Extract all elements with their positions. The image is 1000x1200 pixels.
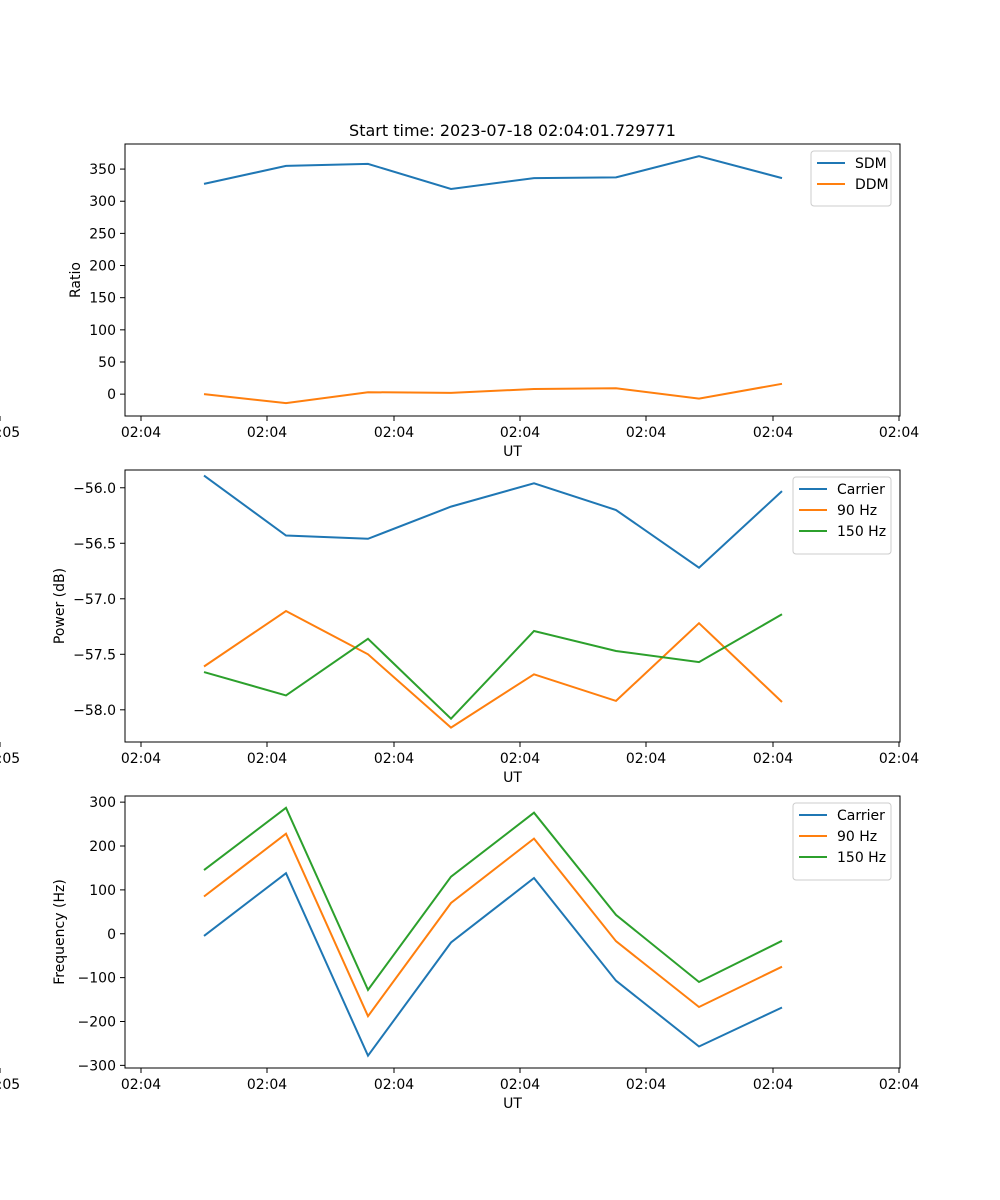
legend-label: DDM <box>855 177 889 193</box>
y-tick-label: 200 <box>89 259 116 275</box>
axes-frame <box>124 143 901 417</box>
y-tick-label: −200 <box>78 1014 116 1030</box>
x-tick-label: 02:04 <box>879 425 919 441</box>
x-tick-label: 02:04 <box>121 425 161 441</box>
y-axis-label: Ratio <box>68 262 84 298</box>
y-tick-label: 150 <box>89 291 116 307</box>
x-tick-label: 02:05 <box>0 425 20 441</box>
x-axis-label: UT <box>503 1096 522 1112</box>
x-axis-label: UT <box>503 444 522 460</box>
series-line-90-hz <box>203 609 783 729</box>
y-tick-label: 200 <box>89 839 116 855</box>
legend-label: Carrier <box>837 808 885 824</box>
x-tick-label: 02:04 <box>121 751 161 767</box>
legend-box <box>792 802 892 881</box>
x-tick-label: 02:04 <box>879 751 919 767</box>
legend-label: 90 Hz <box>837 503 877 519</box>
y-tick-label: −100 <box>78 971 116 987</box>
y-tick-label: −56.5 <box>73 536 116 552</box>
x-tick-label: 02:04 <box>753 425 793 441</box>
legend-label: 150 Hz <box>837 850 886 866</box>
y-tick-label: −58.0 <box>73 703 116 719</box>
x-tick-label: 02:05 <box>0 1077 20 1093</box>
y-tick-label: −57.0 <box>73 592 116 608</box>
y-tick-label: 0 <box>107 387 116 403</box>
y-tick-label: 250 <box>89 226 116 242</box>
legend-label: Carrier <box>837 482 885 498</box>
y-tick-label: 50 <box>98 355 116 371</box>
series-line-carrier <box>203 474 783 569</box>
legend: Carrier 90 Hz 150 Hz <box>792 476 892 555</box>
x-tick-label: 02:04 <box>500 425 540 441</box>
x-tick-label: 02:04 <box>247 425 287 441</box>
chart-panels: Start time: 2023-07-18 02:04:01.72977102… <box>0 121 919 1112</box>
chart-panel-3: 02:04 02:04 02:04 02:04 02:04 02:04 02:04 02:05… <box>0 795 919 1112</box>
x-tick-label: 02:04 <box>500 751 540 767</box>
y-tick-label: −56.0 <box>73 481 116 497</box>
legend: SDM DDM <box>810 150 892 207</box>
y-tick-label: −300 <box>78 1058 116 1074</box>
y-tick-label: 300 <box>89 194 116 210</box>
series-line-ddm <box>203 382 783 405</box>
axes-frame <box>124 469 901 743</box>
legend: Carrier 90 Hz 150 Hz <box>792 802 892 881</box>
legend-label: 90 Hz <box>837 829 877 845</box>
x-tick-label: 02:04 <box>626 1077 666 1093</box>
x-tick-label: 02:04 <box>247 751 287 767</box>
chart-title: Start time: 2023-07-18 02:04:01.729771 <box>349 121 676 140</box>
x-tick-label: 02:04 <box>374 751 414 767</box>
y-tick-label: 300 <box>89 795 116 811</box>
x-tick-label: 02:05 <box>0 751 20 767</box>
x-tick-label: 02:04 <box>374 425 414 441</box>
x-tick-label: 02:04 <box>879 1077 919 1093</box>
chart-panel-1: Start time: 2023-07-18 02:04:01.72977102… <box>0 121 919 460</box>
legend-label: SDM <box>855 156 887 172</box>
x-tick-label: 02:04 <box>753 1077 793 1093</box>
x-tick-label: 02:04 <box>753 751 793 767</box>
series-line-90-hz <box>203 832 783 1019</box>
y-tick-label: −57.5 <box>73 647 116 663</box>
x-tick-label: 02:04 <box>500 1077 540 1093</box>
x-axis-label: UT <box>503 770 522 786</box>
legend-label: 150 Hz <box>837 524 886 540</box>
x-tick-label: 02:04 <box>626 751 666 767</box>
y-tick-label: 100 <box>89 883 116 899</box>
x-tick-label: 02:04 <box>247 1077 287 1093</box>
chart-panel-2: 02:04 02:04 02:04 02:04 02:04 02:04 02:04 02:05… <box>0 469 919 786</box>
y-tick-label: 0 <box>107 927 116 943</box>
series-line-150-hz <box>203 613 783 721</box>
axes-frame <box>124 795 901 1069</box>
x-tick-label: 02:04 <box>121 1077 161 1093</box>
y-axis-label: Power (dB) <box>52 568 68 644</box>
x-tick-label: 02:04 <box>374 1077 414 1093</box>
y-tick-label: 100 <box>89 323 116 339</box>
series-line-150-hz <box>203 806 783 992</box>
series-line-sdm <box>203 155 783 191</box>
legend-box <box>792 476 892 555</box>
y-axis-label: Frequency (Hz) <box>52 879 68 985</box>
y-tick-label: 350 <box>89 162 116 178</box>
series-line-carrier <box>203 871 783 1058</box>
x-tick-label: 02:04 <box>626 425 666 441</box>
legend-box <box>810 150 892 207</box>
